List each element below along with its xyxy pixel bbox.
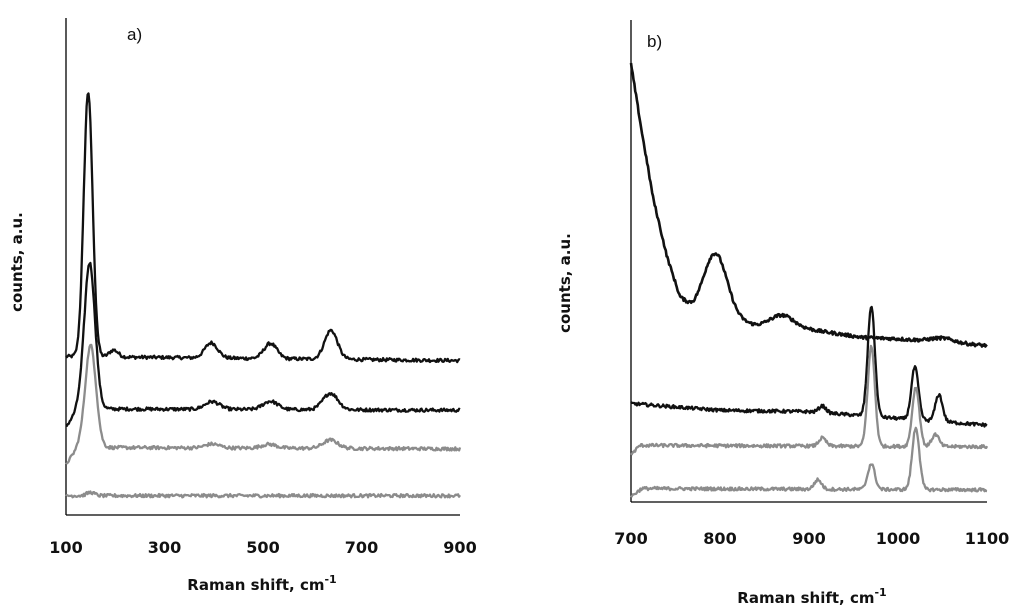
panel-a-series-2 (65, 261, 461, 427)
panel-b-x-axis-label-sup: -1 (874, 586, 886, 599)
panel-a-label: a) (127, 25, 142, 44)
panel-a-series-4 (65, 490, 461, 499)
panel-b-x-tick-label: 1000 (876, 529, 921, 548)
panel-a-x-tick-label: 100 (49, 538, 82, 557)
panel-b-series-1 (629, 62, 988, 348)
panel-b-y-axis-label: counts, a.u. (556, 233, 574, 333)
panel-b-series-4 (630, 426, 988, 499)
panel-a-x-tick-label: 500 (246, 538, 279, 557)
panel-a-x-axis-label-text: Raman shift, cm (187, 576, 324, 594)
panel-b: 700 800 900 1000 1100 b) counts, a.u. Raman … (556, 20, 1009, 607)
panel-b-series-3 (630, 344, 989, 456)
panel-a-x-tick-label: 300 (148, 538, 181, 557)
panel-b-x-tick-label: 800 (703, 529, 736, 548)
panel-a-series-1 (65, 92, 461, 364)
panel-b-x-axis-label-text: Raman shift, cm (737, 589, 874, 607)
panel-a-x-axis-label-sup: -1 (324, 573, 336, 586)
panel-a-series-3 (65, 343, 462, 465)
panel-b-x-tick-label: 700 (614, 529, 647, 548)
panel-a-y-axis-label: counts, a.u. (8, 212, 26, 312)
panel-b-label: b) (647, 32, 662, 51)
panel-b-series-2 (630, 305, 988, 428)
panel-a-x-tick-label: 900 (443, 538, 476, 557)
panel-b-x-tick-label: 900 (792, 529, 825, 548)
panel-b-x-axis-label: Raman shift, cm-1 (737, 586, 886, 607)
panel-a: 100 300 500 700 900 a) counts, a.u. Raman sh… (8, 18, 477, 594)
panel-a-x-tick-label: 700 (345, 538, 378, 557)
panel-b-x-tick-label: 1100 (965, 529, 1010, 548)
panel-a-x-axis-label: Raman shift, cm-1 (187, 573, 336, 594)
